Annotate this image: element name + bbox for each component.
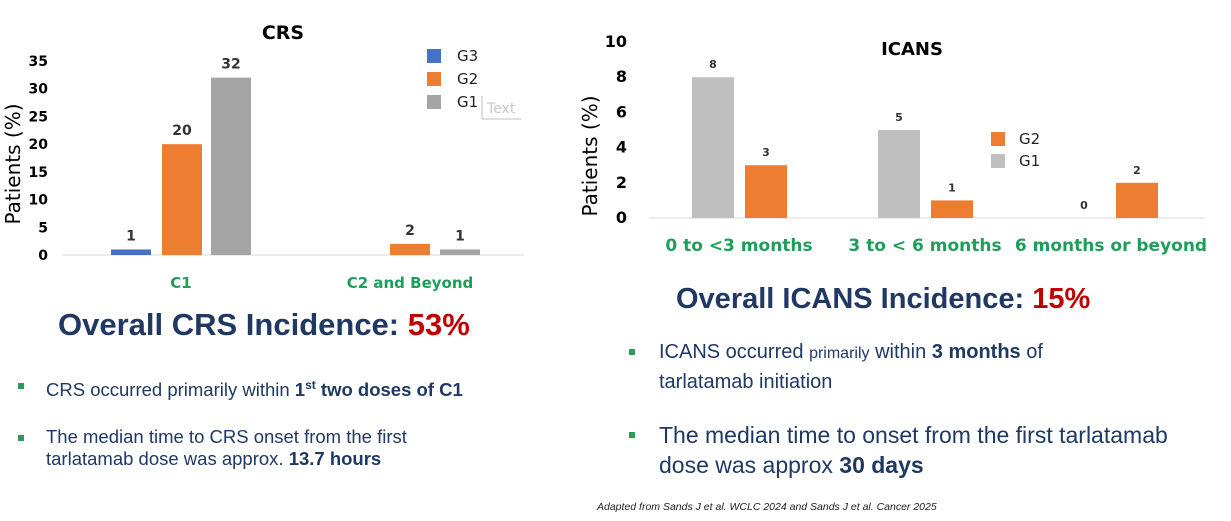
icans-incidence-headline: Overall ICANS Incidence: 15% <box>676 283 1090 316</box>
crs-bar-c1-g2 <box>162 144 202 255</box>
crs-legend-g1: G1 <box>457 93 478 111</box>
icans-label-0-to-3-months-g1: 8 <box>709 58 717 71</box>
crs-bar-c2-and-beyond-g2 <box>390 243 430 255</box>
icans-label-6-months-or-beyond-g2: 2 <box>1133 164 1141 177</box>
crs-title: CRS <box>262 22 304 44</box>
icans-category-6-months-or-beyond: 6 months or beyond <box>1015 236 1207 256</box>
icans-bar-0-to-3-months-g1 <box>692 77 734 218</box>
icans-y-axis-label: Patients (%) <box>578 95 602 216</box>
crs-legend-swatch-g3 <box>427 49 441 63</box>
crs-y-ticks: 0 5 10 15 20 25 30 35 <box>29 54 49 264</box>
icans-label-3-to-6-months-g1: 5 <box>895 111 903 124</box>
crs-category-c1: C1 <box>170 274 191 292</box>
icans-bar-3-to-6-months-g2 <box>931 200 973 218</box>
icans-bars: 8 3 5 1 0 2 <box>692 58 1158 218</box>
y-tick-30: 30 <box>29 82 49 98</box>
y-tick-0: 0 <box>616 208 627 227</box>
crs-legend-swatch-g1 <box>427 95 441 109</box>
crs-label-c1-g2: 20 <box>172 123 192 139</box>
icans-category-0-to-3-months: 0 to <3 months <box>665 236 812 256</box>
y-tick-0: 0 <box>38 248 48 264</box>
icans-legend-g1: G1 <box>1019 152 1040 170</box>
icans-y-ticks: 0 2 4 6 8 10 <box>605 32 627 227</box>
crs-incidence-percent: 53% <box>407 307 470 342</box>
icans-legend-g2: G2 <box>1019 130 1040 148</box>
crs-legend-g2: G2 <box>457 70 478 88</box>
crs-label-c1-g3: 1 <box>126 228 136 244</box>
crs-bar-c1-g3 <box>111 249 151 255</box>
icans-legend-swatch-g1 <box>991 154 1005 168</box>
crs-label-c1-g1: 32 <box>221 57 240 73</box>
bullet-marker <box>629 432 635 438</box>
crs-bar-c1-g1 <box>211 77 251 255</box>
crs-chart: CRS Patients (%) 0 5 10 15 20 25 30 35 1 20 32 2 1 … <box>1 22 524 292</box>
icans-incidence-percent: 15% <box>1032 283 1091 315</box>
y-tick-2: 2 <box>616 173 627 192</box>
y-tick-8: 8 <box>616 67 627 86</box>
icans-label-6-months-or-beyond-g1: 0 <box>1080 199 1088 212</box>
y-tick-25: 25 <box>29 109 48 125</box>
y-tick-10: 10 <box>605 32 627 51</box>
crs-incidence-headline: Overall CRS Incidence: 53% <box>58 307 470 343</box>
crs-label-c2-and-beyond-g1: 1 <box>455 228 465 244</box>
icans-x-categories: 0 to <3 months 3 to < 6 months 6 months or… <box>665 236 1207 256</box>
icans-legend-swatch-g2 <box>991 132 1005 146</box>
bullet-marker <box>629 349 635 355</box>
crs-x-categories: C1 C2 and Beyond <box>170 274 473 292</box>
icans-label-0-to-3-months-g2: 3 <box>762 146 770 159</box>
crs-legend-swatch-g2 <box>427 72 441 86</box>
y-tick-6: 6 <box>616 102 627 121</box>
crs-legend: G3 G2 G1 Text <box>427 47 521 120</box>
citation: Adapted from Sands J et al. WCLC 2024 an… <box>597 501 937 513</box>
icans-bar-3-to-6-months-g1 <box>878 130 920 218</box>
crs-bar-c2-and-beyond-g1 <box>440 249 480 255</box>
crs-incidence-label: Overall CRS Incidence: <box>58 307 400 342</box>
y-tick-35: 35 <box>29 54 48 70</box>
icans-label-3-to-6-months-g2: 1 <box>948 181 956 194</box>
icans-incidence-label: Overall ICANS Incidence: <box>676 283 1025 315</box>
y-tick-10: 10 <box>29 193 49 209</box>
y-tick-20: 20 <box>29 137 49 153</box>
crs-legend-g3: G3 <box>457 47 478 65</box>
icans-bar-0-to-3-months-g2 <box>745 165 787 218</box>
icans-bar-6-months-or-beyond-g2 <box>1116 182 1158 218</box>
icans-title: ICANS <box>881 39 943 60</box>
crs-bars: 1 20 32 2 1 <box>111 57 480 255</box>
crs-bullet-2: The median time to CRS onset from the fi… <box>18 426 407 470</box>
bullet-marker <box>18 435 24 441</box>
bullet-marker <box>18 383 24 389</box>
icans-category-3-to-6-months: 3 to < 6 months <box>848 236 1001 256</box>
icans-legend: G2 G1 <box>991 130 1040 170</box>
crs-y-axis-label: Patients (%) <box>1 103 25 224</box>
crs-stray-textbox: Text <box>486 101 516 117</box>
crs-category-c2-and-beyond: C2 and Beyond <box>347 274 474 292</box>
y-tick-15: 15 <box>29 165 48 181</box>
y-tick-5: 5 <box>38 220 48 236</box>
icans-bullet-1: ICANS occurred primarily within 3 months… <box>629 338 1043 396</box>
y-tick-4: 4 <box>616 138 627 157</box>
crs-bullet-1: CRS occurred primarily within 1st two do… <box>18 374 463 401</box>
icans-bullet-2: The median time to onset from the first … <box>629 420 1168 480</box>
crs-label-c2-and-beyond-g2: 2 <box>405 223 415 239</box>
